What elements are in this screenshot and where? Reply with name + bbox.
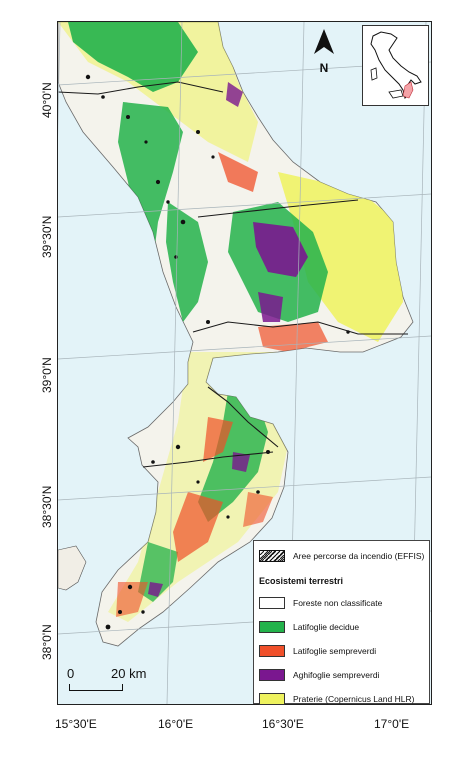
italy-outline-icon [370,31,422,99]
legend-swatch [259,621,285,633]
lat-label-39-30: 39°30'N [40,215,54,258]
lon-label-17: 17°0'E [374,717,410,731]
legend-item-label: Praterie (Copernicus Land HLR) [293,694,415,704]
study-area-highlight [402,81,414,99]
legend-item-label: Latifoglie decidue [293,622,360,632]
north-arrow-icon [314,29,334,54]
legend-item: Praterie (Copernicus Land HLR) [259,692,414,706]
lat-label-38-30: 38°30'N [40,485,54,528]
map-legend: Aree percorse da incendio (EFFIS) Ecosis… [253,540,430,706]
legend-item: Foreste non classificate [259,596,382,610]
legend-item-label: Foreste non classificate [293,598,383,608]
lat-label-38: 38°0'N [40,624,54,660]
lon-label-16-30: 16°30'E [262,717,304,731]
north-letter: N [319,61,329,75]
lat-label-39: 39°0'N [40,357,54,393]
scale-end: 20 km [111,666,147,681]
legend-item: Latifoglie decidue [259,620,359,634]
land-cover-layer [58,22,403,630]
scale-bar: 0 20 km [67,664,157,694]
legend-burned-row: Aree percorse da incendio (EFFIS) [259,549,424,563]
lon-label-15-30: 15°30'E [55,717,97,731]
legend-item: Aghifoglie sempreverdi [259,668,379,682]
legend-item-label: Latifoglie sempreverdi [293,646,377,656]
map-frame[interactable] [57,21,432,705]
map-canvas[interactable] [58,22,431,704]
legend-swatch [259,669,285,681]
legend-section-title: Ecosistemi terrestri [259,576,344,586]
legend-swatch [259,645,285,657]
legend-item: Latifoglie sempreverdi [259,644,376,658]
legend-burned-label: Aree percorse da incendio (EFFIS) [293,551,425,561]
inset-locator-map [362,25,429,106]
sicily-landmass [58,545,87,591]
legend-item-label: Aghifoglie sempreverdi [293,670,380,680]
scale-bar-line [69,684,123,691]
north-arrow: N [312,28,336,75]
lon-label-16: 16°0'E [158,717,194,731]
legend-swatch [259,597,285,609]
burned-swatch [259,550,285,562]
legend-swatch [259,693,285,705]
scale-start: 0 [67,666,75,681]
admin-boundaries [58,81,408,468]
lat-label-40: 40°0'N [40,82,54,118]
